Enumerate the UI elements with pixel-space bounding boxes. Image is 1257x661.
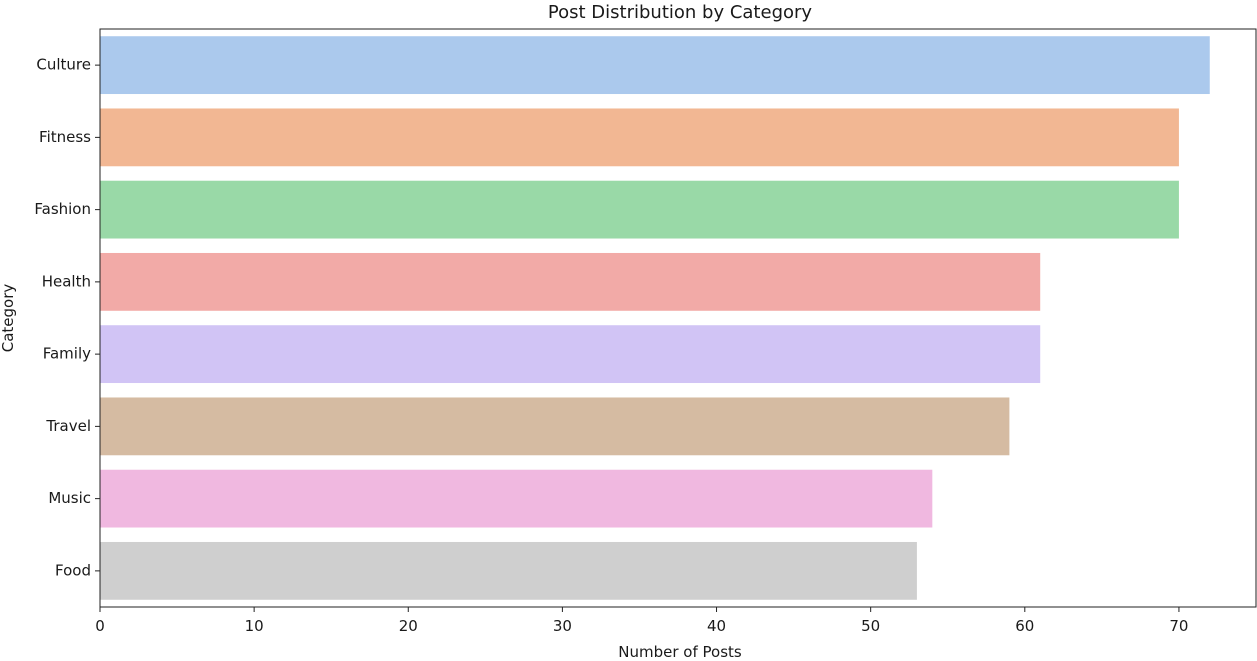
- x-tick-label-10: 10: [245, 617, 264, 635]
- bar-health: [100, 252, 1041, 311]
- x-tick-label-30: 30: [553, 617, 572, 635]
- y-axis-label: Category: [0, 284, 17, 353]
- y-tick-label-health: Health: [42, 272, 91, 290]
- y-tick-label-fitness: Fitness: [39, 128, 91, 146]
- y-tick-label-fashion: Fashion: [34, 200, 91, 218]
- x-axis-label: Number of Posts: [618, 643, 742, 661]
- x-tick-label-70: 70: [1169, 617, 1188, 635]
- x-tick-label-20: 20: [399, 617, 418, 635]
- x-tick-label-50: 50: [861, 617, 880, 635]
- y-tick-label-food: Food: [55, 561, 91, 579]
- x-axis-ticks: 0 10 20 30 40 50 60 70: [95, 607, 1188, 635]
- x-tick-label-60: 60: [1015, 617, 1034, 635]
- x-tick-label-0: 0: [95, 617, 105, 635]
- plot-frame: [99, 28, 1257, 608]
- bar-travel: [100, 397, 1010, 456]
- y-tick-label-travel: Travel: [45, 417, 91, 435]
- x-tick-label-40: 40: [707, 617, 726, 635]
- bar-fitness: [100, 108, 1179, 167]
- bars-group: [100, 36, 1210, 600]
- bar-food: [100, 541, 917, 600]
- y-tick-label-music: Music: [48, 489, 91, 507]
- y-axis-ticks: Culture Fitness Fashion Health Family Travel M…: [34, 56, 100, 579]
- bar-family: [100, 325, 1041, 384]
- y-tick-label-culture: Culture: [36, 56, 91, 74]
- bar-fashion: [100, 180, 1179, 239]
- bar-music: [100, 469, 933, 528]
- bar-culture: [100, 36, 1210, 95]
- y-tick-label-family: Family: [43, 345, 91, 363]
- chart-title: Post Distribution by Category: [548, 2, 812, 23]
